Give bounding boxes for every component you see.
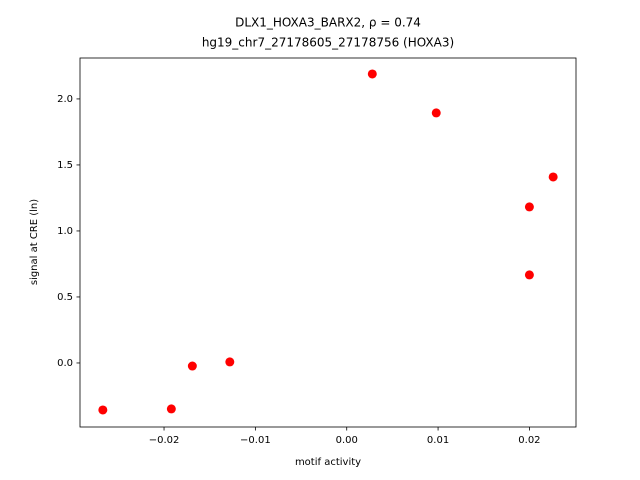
point — [98, 405, 108, 415]
y-tick-label: 0.5 — [57, 292, 73, 303]
plot-frame — [79, 57, 577, 428]
point — [187, 361, 197, 371]
x-tick-label: 0.01 — [427, 435, 449, 446]
chart-subtitle: hg19_chr7_27178605_27178756 (HOXA3) — [202, 36, 454, 50]
x-tick-label: 0.02 — [518, 435, 540, 446]
y-tick-label: 1.5 — [57, 160, 73, 171]
point — [524, 202, 534, 212]
point — [548, 172, 558, 182]
point — [367, 69, 377, 79]
x-tick-label: −0.02 — [149, 435, 180, 446]
point — [524, 270, 534, 280]
point — [166, 404, 176, 414]
point — [225, 357, 235, 367]
y-tick-label: 1.0 — [57, 226, 73, 237]
chart-title: DLX1_HOXA3_BARX2, ρ = 0.74 — [235, 16, 421, 30]
x-tick-label: 0.00 — [336, 435, 358, 446]
x-tick-label: −0.01 — [240, 435, 271, 446]
y-tick-label: 0.0 — [57, 358, 73, 369]
x-axis-label: motif activity — [295, 457, 361, 468]
y-axis-label: signal at CRE (ln) — [29, 199, 40, 285]
point — [431, 108, 441, 118]
y-tick-label: 2.0 — [57, 94, 73, 105]
